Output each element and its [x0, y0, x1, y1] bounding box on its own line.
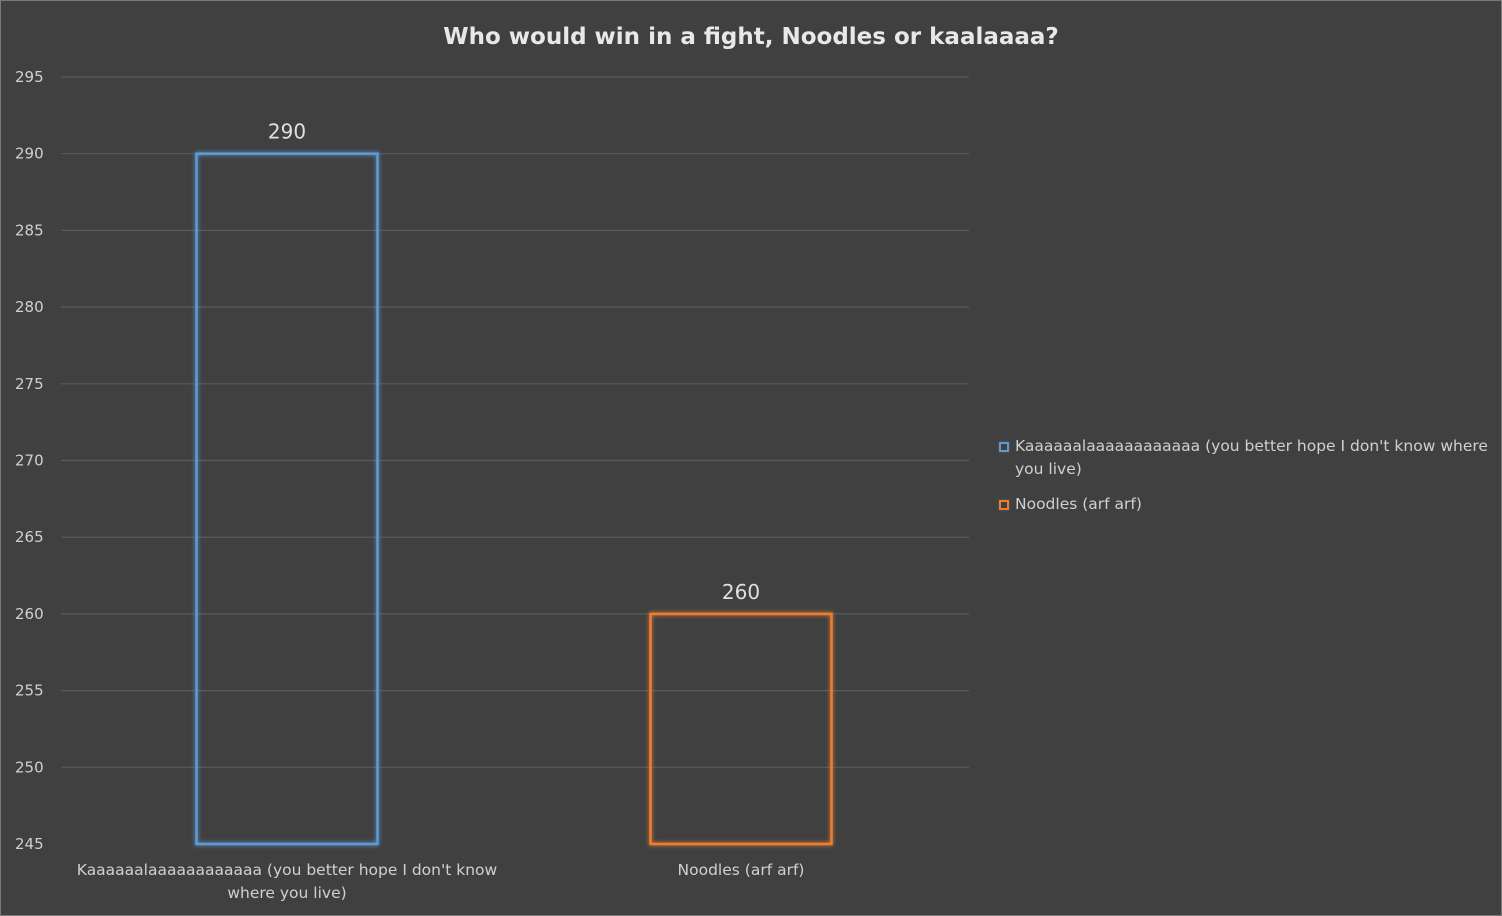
y-tick-label: 275 — [15, 375, 44, 393]
y-tick-label: 295 — [15, 68, 44, 86]
bars — [195, 152, 833, 846]
y-tick-label: 280 — [15, 298, 44, 316]
data-label: 260 — [722, 580, 760, 604]
bar-kaalaaaa — [195, 152, 379, 846]
x-category-label: Kaaaaaalaaaaaaaaaaaa (you better hope I … — [77, 861, 498, 902]
chart-legend: Kaaaaaalaaaaaaaaaaaa (you better hope I … — [999, 435, 1489, 528]
y-tick-label: 285 — [15, 221, 44, 239]
legend-item: Noodles (arf arf) — [999, 493, 1489, 516]
y-tick-label: 270 — [15, 452, 44, 470]
legend-item: Kaaaaaalaaaaaaaaaaaa (you better hope I … — [999, 435, 1489, 481]
x-category-label: Noodles (arf arf) — [678, 861, 805, 879]
data-label: 290 — [268, 120, 306, 144]
y-tick-label: 290 — [15, 145, 44, 163]
y-axis-tick-labels: 245 250 255 260 265 270 275 280 285 290 295 — [15, 68, 44, 853]
chart-title: Who would win in a fight, Noodles or kaa… — [443, 24, 1059, 50]
y-tick-label: 265 — [15, 528, 44, 546]
legend-label: Kaaaaaalaaaaaaaaaaaa (you better hope I … — [1015, 437, 1488, 478]
bar-noodles — [649, 612, 833, 846]
legend-label: Noodles (arf arf) — [1015, 495, 1142, 513]
y-tick-label: 245 — [15, 835, 44, 853]
data-labels: 290 260 — [268, 120, 760, 604]
legend-swatch — [999, 442, 1009, 452]
y-tick-label: 250 — [15, 758, 44, 776]
x-axis-category-labels: Kaaaaaalaaaaaaaaaaaa (you better hope I … — [77, 861, 805, 902]
legend-swatch — [999, 500, 1009, 510]
y-tick-label: 255 — [15, 682, 44, 700]
y-tick-label: 260 — [15, 605, 44, 623]
